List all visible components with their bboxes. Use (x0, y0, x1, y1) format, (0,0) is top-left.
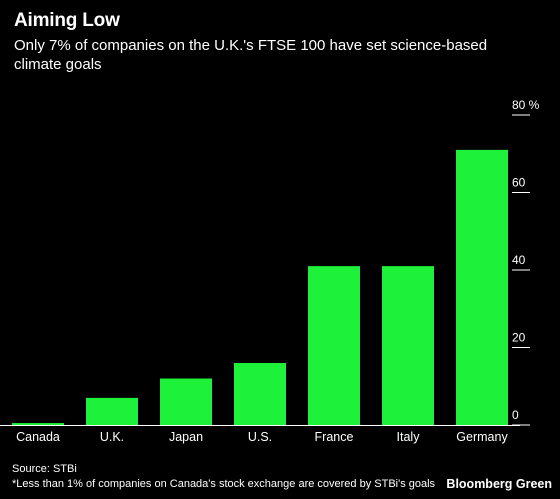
y-tick-label: 80 % (512, 98, 540, 112)
bar-us (234, 363, 286, 425)
bar-uk (86, 397, 138, 425)
bar-chart: 0 20 40 60 80 % Canada U.K. Japan U.S. France Ital… (0, 98, 540, 444)
bar-japan (160, 378, 212, 425)
bar-france (308, 266, 360, 425)
y-tick-label: 60 (512, 176, 526, 190)
x-tick-label: Japan (169, 430, 203, 444)
chart-title: Aiming Low (14, 10, 120, 31)
bar-germany (456, 149, 508, 425)
source-note: Source: STBi (12, 463, 77, 475)
y-tick-label: 0 (512, 408, 519, 422)
x-tick-label: Italy (397, 430, 421, 444)
bar-italy (382, 266, 434, 425)
y-tick-label: 40 (512, 253, 526, 267)
x-tick-label: France (315, 430, 354, 444)
x-tick-label: U.S. (248, 430, 272, 444)
chart-subtitle: Only 7% of companies on the U.K.'s FTSE … (14, 37, 488, 73)
brand-logo: Bloomberg Green (442, 477, 552, 491)
y-tick-label: 20 (512, 331, 526, 345)
x-tick-label: U.K. (100, 430, 124, 444)
x-tick-label: Germany (456, 430, 508, 444)
x-tick-label: Canada (16, 430, 60, 444)
footnote: *Less than 1% of companies on Canada's s… (12, 478, 436, 490)
bar-canada (12, 423, 64, 425)
